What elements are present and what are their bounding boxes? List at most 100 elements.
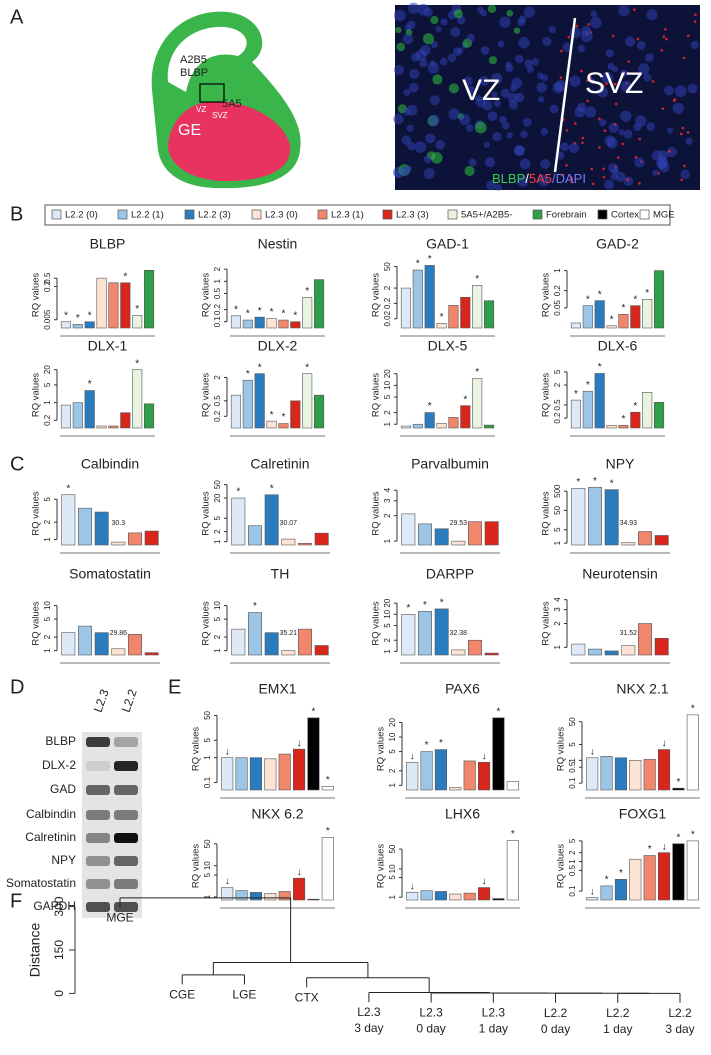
chart-title: NKX 2.1 [616,681,668,697]
y-tick-label: 0.2 [383,297,392,309]
bar [420,751,433,791]
texture-dot [645,53,654,62]
texture-dot [604,179,615,190]
y-tick-label: 1 [43,537,52,542]
bar [144,652,159,656]
y-tick-label: 5 [213,616,222,621]
texture-dot [464,165,475,177]
diagram-label: A2B5 [180,54,207,66]
image-label: SVZ [585,67,643,100]
significance-mark: ↓ [482,751,487,762]
texture-dot [567,35,571,39]
significance-mark: ↓ [297,738,302,749]
texture-dot [484,156,496,168]
texture-dot [657,150,669,161]
bar [144,403,155,429]
y-tick-label: 2 [568,850,577,855]
significance-mark: * [633,401,637,412]
y-axis-label: RQ values [31,601,42,646]
texture-dot [626,71,630,75]
y-tick-label: 1 [203,894,212,899]
texture-dot [602,167,605,171]
value-note: 30.3 [112,520,126,527]
blot-band [114,810,138,820]
texture-dot [429,95,440,106]
texture-dot [542,36,552,46]
texture-dot [598,146,601,149]
texture-dot [450,27,461,38]
legend-label: MGE [653,210,675,221]
texture-dot [667,127,674,134]
significance-mark: * [270,483,274,494]
significance-mark: * [281,412,285,423]
chart-title: Nestin [258,236,298,252]
texture-dot [586,99,589,103]
bar [638,623,652,656]
texture-dot [662,35,666,39]
bar [321,786,334,791]
y-tick-label: 5 [388,749,397,754]
legend-label: L2.3 (3) [396,210,429,221]
texture-dot [584,106,597,118]
bar [249,892,262,901]
y-tick-label: 10 [213,601,222,610]
significance-mark: * [246,369,250,380]
chart-title: EMX1 [258,681,296,697]
value-note: 29.86 [110,630,128,637]
texture-dot [395,26,402,34]
value-note: 31.52 [620,630,638,637]
significance-mark: * [135,304,139,315]
protein-label: Calbindin [26,807,76,821]
y-axis-label: RQ values [371,373,382,418]
bar [588,648,602,656]
y-tick-label: 1 [553,645,562,650]
leaf-label-line: L2.2 [668,1006,692,1020]
bar [293,748,306,791]
bar [658,749,671,791]
y-tick-label: 50 [203,710,212,719]
protein-label: BLBP [45,734,76,748]
bar [221,887,234,901]
texture-dot [636,37,640,41]
significance-mark: * [293,310,297,321]
bar [606,325,617,329]
bar [60,404,71,429]
caption-part: 5A5 [529,171,552,186]
texture-dot [611,34,615,38]
significance-mark: * [234,304,238,315]
leaf-label-line: L2.3 [357,1005,381,1019]
texture-dot [487,4,497,13]
bar [638,531,652,546]
bar [478,761,491,791]
bar [290,321,301,329]
bar [582,390,593,429]
texture-dot [621,142,625,146]
texture-dot [580,69,583,73]
value-note: 35.21 [280,630,298,637]
texture-dot [514,145,525,156]
texture-dot [651,80,655,83]
legend-label: Forebrain [546,210,587,221]
bar [571,643,586,656]
legend-swatch [639,209,650,220]
y-tick-label: 20 [383,369,392,378]
bar [412,423,423,429]
bar [84,390,95,429]
bar [434,891,447,901]
bar [242,319,253,329]
y-axis-label: RQ values [31,273,42,318]
y-tick-label: 1 [388,783,397,788]
texture-dot [406,20,416,30]
texture-dot [401,135,412,146]
bar [642,392,653,429]
y-tick-label: 0 [52,990,66,997]
y-axis-label: RQ values [556,727,567,772]
texture-dot [591,182,595,186]
texture-dot [506,132,514,139]
y-tick-label: 5 [43,497,52,502]
texture-dot [423,168,435,179]
texture-dot [393,113,404,125]
legend-label: L2.2 (3) [198,210,231,221]
image-label: VZ [462,74,500,107]
